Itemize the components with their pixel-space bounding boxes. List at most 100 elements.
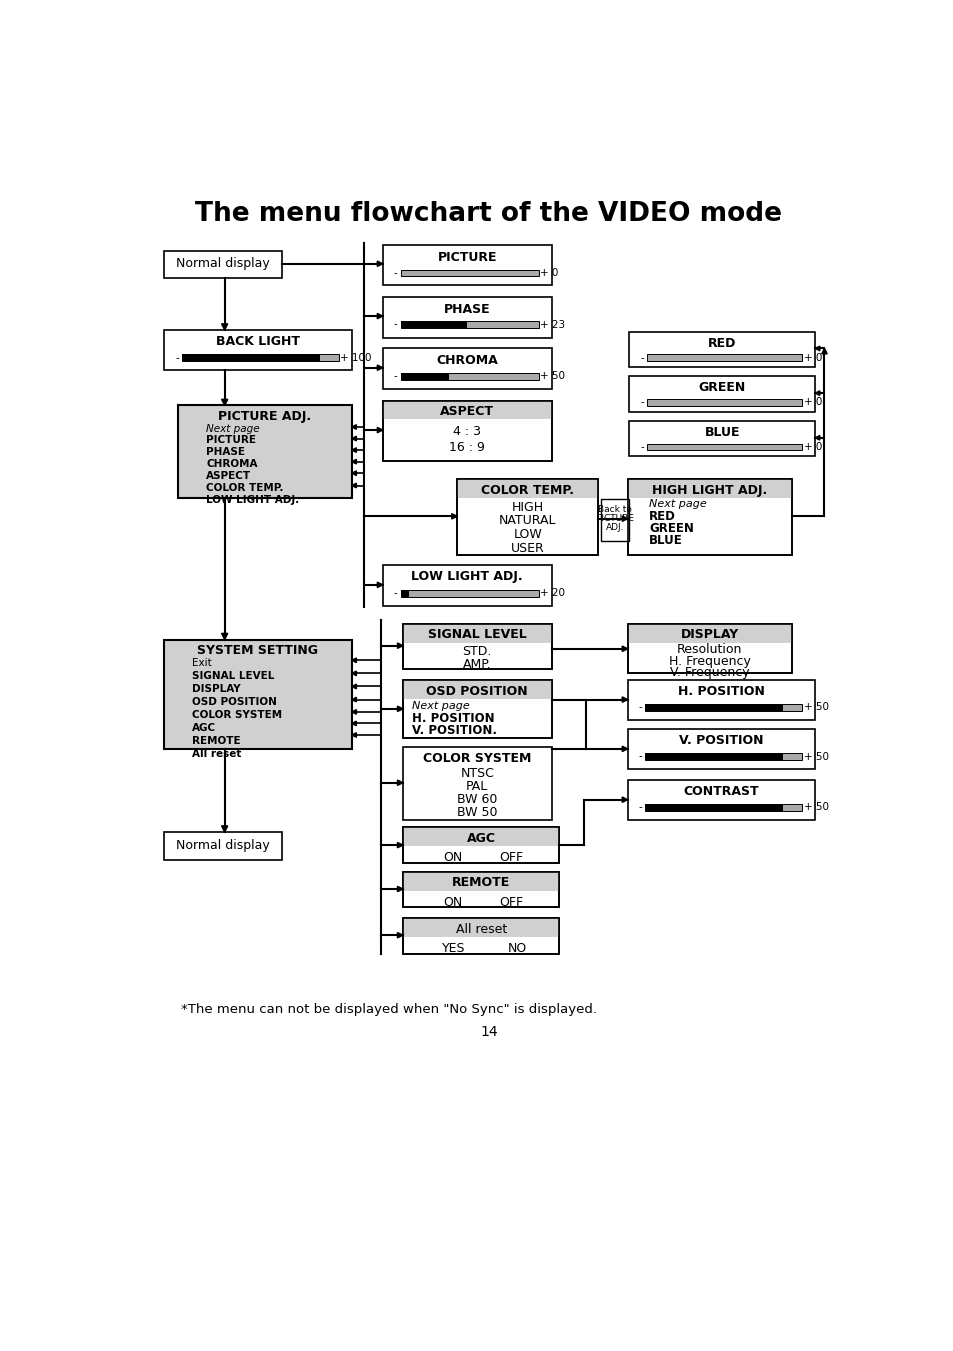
Bar: [627, 680, 815, 720]
Text: AMP.: AMP.: [462, 658, 491, 670]
Text: NATURAL: NATURAL: [498, 515, 556, 527]
Text: ADJ.: ADJ.: [605, 523, 624, 532]
Text: + 100: + 100: [340, 353, 372, 362]
Text: -: -: [639, 397, 643, 408]
Bar: [645, 804, 801, 811]
Text: All reset: All reset: [456, 923, 506, 935]
Text: H. POSITION: H. POSITION: [678, 685, 764, 697]
Text: CHROMA: CHROMA: [206, 459, 257, 469]
Text: OFF: OFF: [498, 896, 523, 909]
Text: HIGH: HIGH: [511, 501, 543, 513]
Text: GREEN: GREEN: [698, 381, 745, 394]
Text: SIGNAL LEVEL: SIGNAL LEVEL: [428, 628, 526, 642]
Polygon shape: [352, 709, 356, 715]
Text: OFF: OFF: [498, 851, 523, 863]
Text: STD.: STD.: [462, 646, 492, 658]
Text: OSD POSITION: OSD POSITION: [426, 685, 528, 697]
Text: -: -: [394, 320, 397, 330]
Bar: [646, 399, 801, 405]
Text: Normal display: Normal display: [176, 839, 270, 852]
Text: ASPECT: ASPECT: [439, 405, 494, 417]
Bar: [600, 500, 629, 540]
Polygon shape: [397, 707, 402, 712]
Bar: [400, 322, 466, 328]
Text: + 0: + 0: [539, 267, 558, 278]
Polygon shape: [352, 732, 356, 738]
Bar: [645, 753, 782, 761]
Text: 4 : 3: 4 : 3: [453, 426, 480, 438]
Text: + 20: + 20: [539, 588, 564, 598]
Text: -: -: [394, 267, 397, 278]
Bar: [629, 331, 815, 367]
Bar: [402, 624, 551, 669]
Bar: [402, 871, 558, 890]
Text: PHASE: PHASE: [443, 303, 490, 316]
Bar: [164, 251, 282, 277]
Bar: [402, 624, 551, 643]
Text: Back to: Back to: [598, 505, 632, 513]
Text: ON: ON: [443, 851, 462, 863]
Text: ASPECT: ASPECT: [206, 471, 251, 481]
Polygon shape: [352, 658, 356, 662]
Bar: [627, 624, 791, 673]
Bar: [627, 624, 791, 643]
Text: BACK LIGHT: BACK LIGHT: [215, 335, 299, 349]
Bar: [645, 753, 801, 761]
Bar: [645, 704, 782, 711]
Bar: [402, 871, 558, 908]
Polygon shape: [815, 346, 819, 351]
Text: 14: 14: [479, 1025, 497, 1039]
Text: GREEN: GREEN: [649, 521, 694, 535]
Text: COLOR TEMP.: COLOR TEMP.: [206, 484, 283, 493]
Bar: [629, 376, 815, 412]
Text: BW 60: BW 60: [456, 793, 497, 807]
Polygon shape: [621, 746, 627, 751]
Polygon shape: [221, 634, 228, 639]
Bar: [382, 349, 551, 389]
Bar: [627, 480, 791, 497]
Bar: [402, 919, 558, 954]
Text: AGC: AGC: [192, 723, 216, 734]
Text: -: -: [639, 442, 643, 453]
Text: LOW: LOW: [513, 528, 541, 542]
Text: CONTRAST: CONTRAST: [683, 785, 759, 797]
Text: RED: RED: [649, 509, 676, 523]
Bar: [382, 401, 551, 419]
Text: COLOR SYSTEM: COLOR SYSTEM: [423, 753, 531, 766]
Bar: [627, 480, 791, 555]
Bar: [400, 270, 537, 277]
Bar: [400, 590, 409, 597]
Bar: [456, 480, 598, 555]
Bar: [402, 681, 551, 738]
Bar: [182, 354, 319, 361]
Text: -: -: [175, 353, 179, 362]
Bar: [402, 681, 551, 738]
Polygon shape: [397, 886, 402, 892]
Polygon shape: [621, 797, 627, 802]
Polygon shape: [377, 427, 382, 432]
Text: PAL: PAL: [466, 780, 488, 793]
Text: COLOR SYSTEM: COLOR SYSTEM: [192, 711, 282, 720]
Text: Exit: Exit: [192, 658, 212, 667]
Text: Next page: Next page: [412, 701, 470, 711]
Text: H. POSITION: H. POSITION: [412, 712, 495, 724]
Text: REMOTE: REMOTE: [452, 877, 510, 889]
Bar: [402, 827, 558, 846]
Text: HIGH LIGHT ADJ.: HIGH LIGHT ADJ.: [652, 484, 766, 497]
Text: NO: NO: [507, 942, 527, 955]
Text: DISPLAY: DISPLAY: [192, 684, 240, 694]
Polygon shape: [821, 349, 826, 354]
Polygon shape: [352, 484, 356, 488]
Polygon shape: [397, 643, 402, 648]
Polygon shape: [621, 697, 627, 703]
Text: USER: USER: [510, 542, 544, 555]
Text: PICTURE: PICTURE: [206, 435, 255, 446]
Text: BW 50: BW 50: [456, 807, 497, 819]
Text: + 0: + 0: [802, 353, 821, 362]
Text: PICTURE ADJ.: PICTURE ADJ.: [218, 409, 312, 423]
Text: + 50: + 50: [539, 372, 564, 381]
Polygon shape: [352, 721, 356, 725]
Text: Normal display: Normal display: [176, 257, 270, 270]
Text: Resolution: Resolution: [677, 643, 741, 657]
Text: OSD POSITION: OSD POSITION: [192, 697, 276, 707]
